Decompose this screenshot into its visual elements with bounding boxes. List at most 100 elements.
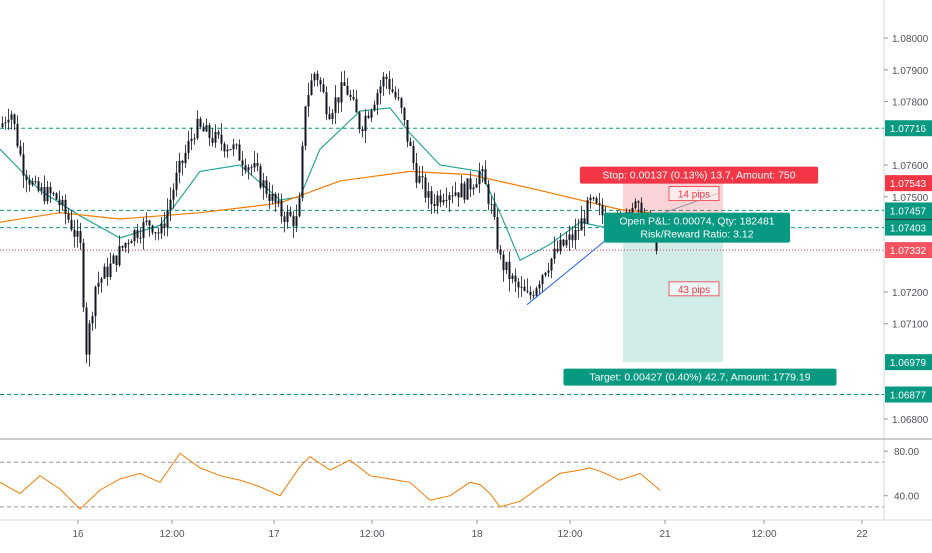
candle-body — [589, 197, 592, 201]
price-badge-label: 1.06877 — [890, 391, 927, 402]
price-tick-label: 1.06800 — [892, 415, 929, 426]
candle-body — [142, 222, 145, 238]
pnl-label-text: Risk/Reward Ratio: 3.12 — [640, 229, 753, 241]
candle-body — [34, 181, 37, 183]
candle-body — [22, 154, 25, 176]
price-badge — [885, 120, 932, 137]
candle-body — [487, 184, 490, 204]
candle-body — [172, 189, 175, 200]
candle-body — [412, 145, 415, 163]
moving-averages — [0, 107, 651, 262]
candle-body — [190, 138, 193, 142]
candle-body — [436, 195, 439, 207]
candle-body — [454, 192, 457, 196]
time-axis: 16 12:00 17 12:00 18 12:00 21 12:00 22 — [72, 520, 868, 540]
candle-body — [511, 275, 514, 280]
candle-body — [388, 78, 391, 90]
candle-body — [106, 266, 109, 277]
candle-body — [214, 131, 217, 143]
candle-body — [370, 110, 373, 118]
candle-body — [94, 286, 97, 317]
candle-body — [265, 180, 268, 194]
candle-body — [331, 112, 334, 120]
candle-body — [232, 144, 235, 150]
price-tick-label: 1.07800 — [892, 98, 929, 109]
candle-body — [88, 323, 91, 355]
candle-body — [631, 207, 634, 215]
candle-body — [430, 191, 433, 204]
candle-body — [346, 85, 349, 95]
candle-body — [10, 114, 13, 120]
candle-body — [79, 231, 82, 243]
target-label-box — [563, 368, 837, 386]
candle-body — [67, 213, 70, 220]
candle-body — [541, 275, 544, 285]
candle-body — [46, 186, 49, 202]
candle-body — [4, 122, 7, 124]
candle-body — [217, 131, 220, 135]
position-labels: Stop: 0.00137 (0.13%) 13.7, Amount: 750 O… — [563, 166, 837, 386]
time-tick-label: 12:00 — [557, 529, 582, 540]
candle-body — [151, 225, 154, 233]
candle-body — [499, 249, 502, 255]
oscillator-tick-label: 40.00 — [894, 492, 919, 503]
candle-body — [139, 237, 142, 239]
candle-body — [403, 107, 406, 120]
candle-body — [271, 193, 274, 201]
candle-body — [520, 286, 523, 288]
stop-pips-box — [668, 186, 720, 202]
candle-body — [337, 97, 340, 103]
candle-body — [244, 165, 247, 171]
time-tick-label: 21 — [659, 529, 671, 540]
candle-body — [583, 218, 586, 224]
candle-body — [571, 234, 574, 241]
candle-body — [484, 169, 487, 185]
candle-body — [574, 230, 577, 241]
candle-body — [532, 295, 535, 297]
candle-body — [70, 219, 73, 230]
candle-body — [220, 134, 223, 144]
candle-body — [13, 114, 16, 124]
candle-body — [562, 239, 565, 246]
candle-body — [568, 234, 571, 240]
candle-body — [274, 193, 277, 203]
candle-body — [202, 126, 205, 132]
stop-label-box — [579, 166, 819, 184]
price-badge-label: 1.07543 — [890, 179, 927, 190]
candle-body — [514, 275, 517, 282]
candle-body — [577, 230, 580, 232]
candle-body — [418, 176, 421, 183]
candle-body — [58, 199, 61, 206]
price-tick-label: 1.07500 — [892, 193, 929, 204]
candle-body — [466, 178, 469, 200]
candle-body — [163, 223, 166, 228]
candle-body — [451, 195, 454, 197]
candle-body — [322, 84, 325, 93]
candle-body — [55, 193, 58, 200]
candle-body — [475, 184, 478, 188]
pnl-label-text: Open P&L: 0.00074, Qty: 182481 — [619, 216, 774, 228]
candle-body — [424, 177, 427, 198]
price-tick-label: 1.07200 — [892, 288, 929, 299]
candle-body — [559, 239, 562, 252]
time-tick-label: 22 — [856, 529, 868, 540]
candle-body — [175, 172, 178, 190]
candle-body — [157, 232, 160, 234]
candle-body — [382, 76, 385, 87]
candle-body — [379, 86, 382, 94]
candle-body — [82, 242, 85, 308]
candle-body — [118, 246, 121, 266]
candle-body — [463, 183, 466, 200]
candle-body — [340, 82, 343, 103]
candle-body — [427, 191, 430, 198]
price-badge-label: 1.07457 — [890, 206, 927, 217]
price-tick-label: 1.07900 — [892, 66, 929, 77]
time-tick-label: 12:00 — [159, 529, 184, 540]
candle-body — [349, 94, 352, 97]
candle-body — [124, 243, 127, 248]
price-badge-label: 1.07332 — [890, 246, 927, 257]
candle-body — [286, 211, 289, 222]
candle-body — [550, 258, 553, 271]
candle-body — [112, 255, 115, 264]
